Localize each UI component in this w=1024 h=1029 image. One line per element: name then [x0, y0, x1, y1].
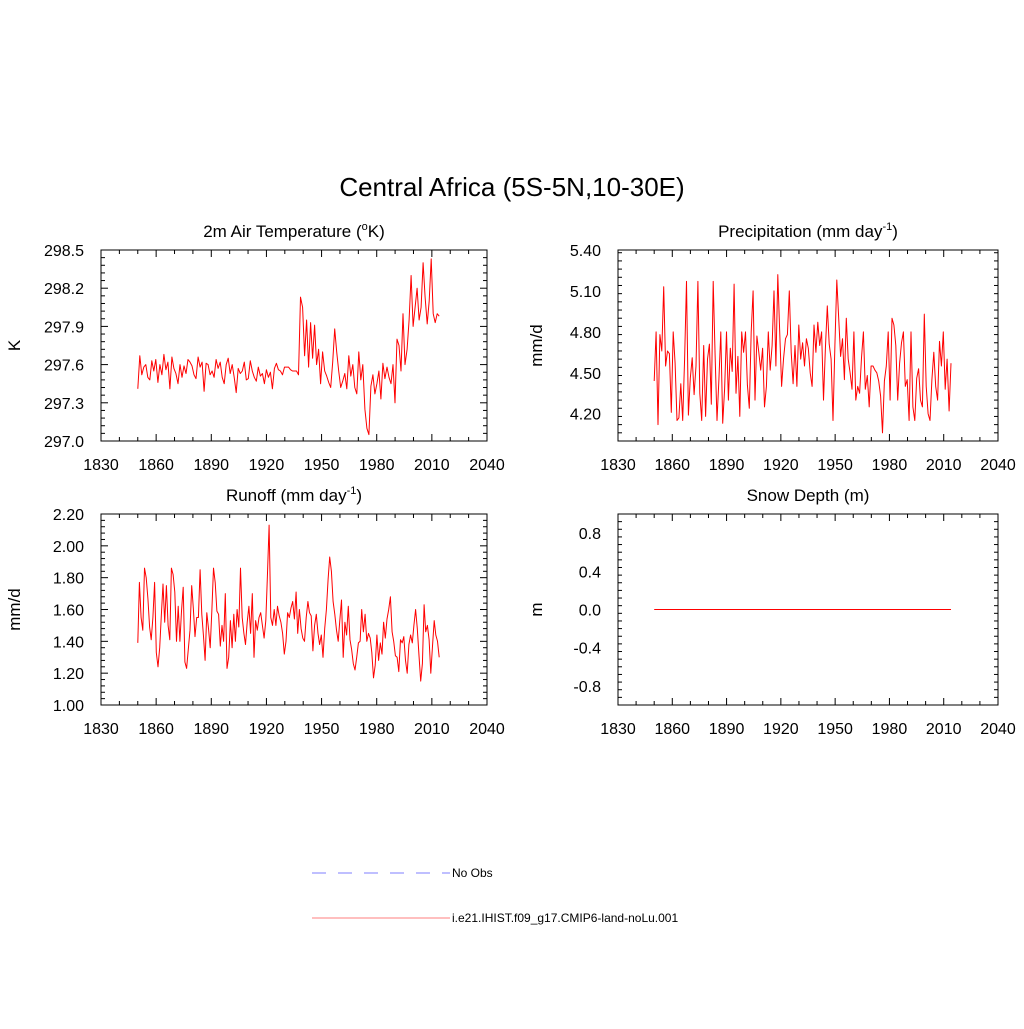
y-tick-label: -0.8	[573, 679, 601, 696]
y-tick-label: 297.3	[44, 396, 84, 413]
panel-title-text: Precipitation (mm day	[718, 222, 883, 241]
y-tick-label: 2.20	[53, 507, 84, 524]
y-tick-label: 1.80	[53, 571, 84, 588]
y-axis-label: m	[527, 602, 546, 616]
x-tick-label: 1920	[763, 721, 799, 738]
y-tick-label: 0.0	[579, 603, 601, 620]
y-tick-label: 4.80	[570, 325, 601, 342]
x-tick-label: 2010	[414, 721, 450, 738]
x-tick-label: 2010	[926, 721, 962, 738]
x-tick-label: 1980	[359, 457, 395, 474]
x-tick-label: 1950	[304, 721, 340, 738]
y-tick-label: 298.2	[44, 281, 84, 298]
legend: No Obs i.e21.IHIST.f09_g17.CMIP6-land-no…	[312, 866, 678, 925]
y-tick-label: 1.20	[53, 666, 84, 683]
legend-label-no-obs: No Obs	[452, 866, 493, 880]
panel-title-superscript: o	[362, 221, 368, 233]
y-tick-label: 1.40	[53, 634, 84, 651]
panel-title-text: 2m Air Temperature (	[203, 222, 362, 241]
panel-precipitation: Precipitation (mm day-1) mm/d 1830 1860 1890…	[527, 221, 1016, 474]
y-tick-label: 5.10	[570, 284, 601, 301]
y-tick-label: 297.6	[44, 358, 84, 375]
series-line-air-temperature	[137, 258, 440, 436]
x-tick-label: 1860	[138, 457, 174, 474]
x-tick-label: 2040	[980, 457, 1016, 474]
y-tick-label: 0.8	[579, 526, 601, 543]
y-axis-label: mm/d	[5, 588, 24, 631]
plot-frame	[100, 513, 488, 706]
panel-title-tail: )	[892, 222, 898, 241]
series-line-precipitation	[653, 274, 952, 434]
y-tick-label: 4.50	[570, 366, 601, 383]
x-tick-label: 1950	[817, 721, 853, 738]
x-tick-label: 1890	[193, 457, 229, 474]
x-tick-label: 1830	[83, 721, 119, 738]
y-tick-label: 1.60	[53, 603, 84, 620]
x-tick-label: 2040	[469, 457, 505, 474]
y-tick-label: 1.00	[53, 698, 84, 715]
x-tick-label: 1920	[763, 457, 799, 474]
x-tick-label: 1950	[304, 457, 340, 474]
x-tick-label: 1950	[817, 457, 853, 474]
panel-title-tail: )	[356, 486, 362, 505]
x-tick-label: 2040	[469, 721, 505, 738]
y-tick-label: 0.4	[579, 564, 601, 581]
x-tick-label: 1830	[83, 457, 119, 474]
x-tick-label: 1890	[709, 721, 745, 738]
x-tick-label: 1980	[872, 721, 908, 738]
panel-title-superscript: -1	[882, 221, 892, 233]
x-tick-label: 1890	[709, 457, 745, 474]
panel-title-air-temperature: 2m Air Temperature (oK)	[203, 221, 385, 241]
panel-title-text: Snow Depth (m)	[747, 486, 870, 505]
x-tick-label: 1980	[359, 721, 395, 738]
panel-title-runoff: Runoff (mm day-1)	[226, 485, 362, 505]
x-tick-label: 2040	[980, 721, 1016, 738]
y-tick-label: 4.20	[570, 407, 601, 424]
y-axis-label: mm/d	[527, 324, 546, 367]
y-tick-label: -0.4	[573, 641, 601, 658]
x-tick-label: 2010	[926, 457, 962, 474]
x-tick-label: 1890	[193, 721, 229, 738]
x-tick-label: 1860	[138, 721, 174, 738]
x-tick-label: 1830	[600, 457, 636, 474]
plot-frame	[617, 249, 999, 442]
panel-title-precipitation: Precipitation (mm day-1)	[718, 221, 898, 241]
y-tick-label: 298.5	[44, 243, 84, 260]
plot-frame	[100, 249, 488, 442]
y-tick-label: 5.40	[570, 243, 601, 260]
panel-title-superscript: -1	[347, 485, 357, 497]
panel-title-snow-depth: Snow Depth (m)	[747, 486, 870, 505]
series-line-runoff	[137, 524, 440, 682]
y-axis-label: K	[5, 339, 24, 351]
x-tick-label: 1920	[249, 457, 285, 474]
panel-snow-depth: Snow Depth (m) m 1830 1860 1890 1920 1950 1980 2…	[527, 486, 1016, 738]
x-tick-label: 1860	[654, 457, 690, 474]
x-tick-label: 2010	[414, 457, 450, 474]
y-tick-label: 2.00	[53, 539, 84, 556]
legend-label-model: i.e21.IHIST.f09_g17.CMIP6-land-noLu.001	[452, 911, 678, 925]
x-tick-label: 1860	[654, 721, 690, 738]
panel-air-temperature: 2m Air Temperature (oK) K 1830 1860 1890 1920…	[5, 221, 505, 474]
y-tick-label: 297.9	[44, 319, 84, 336]
x-tick-label: 1830	[600, 721, 636, 738]
page-title: Central Africa (5S-5N,10-30E)	[339, 172, 684, 202]
panel-runoff: Runoff (mm day-1) mm/d 1830 1860 1890 1920 195…	[5, 485, 505, 738]
plot-frame	[617, 513, 999, 706]
panel-title-tail: K)	[368, 222, 385, 241]
x-tick-label: 1920	[249, 721, 285, 738]
y-tick-label: 297.0	[44, 434, 84, 451]
chart-panels: 2m Air Temperature (oK) K 1830 1860 1890 1920…	[5, 221, 1016, 738]
panel-title-text: Runoff (mm day	[226, 486, 347, 505]
x-tick-label: 1980	[872, 457, 908, 474]
